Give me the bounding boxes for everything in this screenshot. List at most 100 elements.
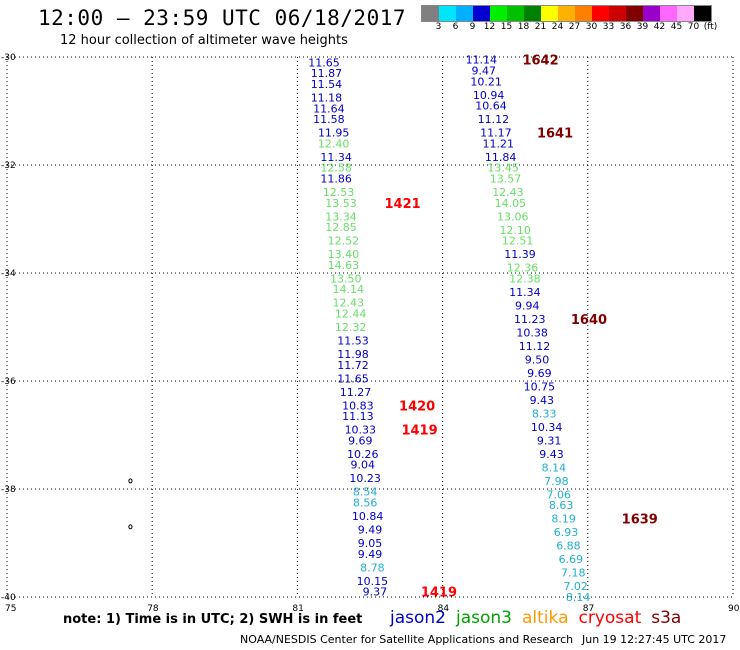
legend-label: 42 [653, 22, 666, 32]
swh-value: 11.86 [320, 173, 352, 186]
swh-value: 11.65 [337, 372, 369, 385]
swh-value: 11.34 [320, 151, 352, 164]
satellite-legend-s3a: s3a [651, 608, 682, 628]
pass-label: 1640 [571, 313, 607, 328]
swh-value: 10.23 [349, 472, 381, 485]
y-tick-label: -40 [1, 593, 16, 603]
swh-value: 12.38 [509, 272, 541, 285]
swh-value: 10.33 [345, 424, 377, 437]
swh-value: 10.34 [531, 421, 563, 434]
island-marks [128, 478, 133, 530]
swh-value: 11.13 [342, 410, 374, 423]
swh-value: 8.63 [549, 499, 574, 512]
swh-value: 12.58 [320, 162, 352, 175]
swh-value: 10.26 [347, 448, 379, 461]
legend-label: 12 [483, 22, 496, 32]
color-scale-labels: 3 6 9 12 15 18 21 24 27 30 33 36 39 42 45 70 (ft) [421, 22, 740, 34]
legend-swatch [473, 6, 490, 21]
satellite-legend: jason2 jason3 altika cryosat s3a [390, 608, 691, 628]
legend-label: 45 [670, 22, 683, 32]
swh-value: 8.14 [566, 591, 591, 604]
map-subtitle: 12 hour collection of altimeter wave hei… [60, 33, 348, 48]
swh-value: 11.17 [480, 127, 512, 140]
swh-value: 6.88 [556, 540, 581, 553]
y-tick-label: -36 [1, 377, 16, 387]
swh-value: 10.15 [357, 575, 389, 588]
swh-value: 13.45 [487, 162, 519, 175]
swh-value: 11.12 [478, 113, 510, 126]
legend-label: 6 [452, 22, 459, 32]
legend-label: 27 [568, 22, 581, 32]
swh-value: 10.38 [516, 326, 548, 339]
swh-value: 12.44 [335, 308, 367, 321]
swh-value: 13.50 [330, 272, 362, 285]
x-tick-label: 90 [728, 604, 740, 614]
swh-value: 12.43 [492, 186, 524, 199]
legend-swatch [490, 6, 507, 21]
swh-value: 12.10 [499, 224, 531, 237]
swh-value: 6.69 [559, 553, 584, 566]
swh-value: 12.52 [328, 235, 360, 248]
swh-value: 9.47 [471, 65, 496, 78]
swh-value: 13.53 [325, 197, 357, 210]
swh-value: 8.14 [542, 461, 567, 474]
swh-value: 11.23 [514, 313, 546, 326]
legend-swatch [660, 6, 677, 21]
swh-value: 8.78 [360, 561, 385, 574]
swh-value: 13.34 [325, 210, 357, 223]
swh-value: 8.19 [551, 513, 576, 526]
swh-value: 11.64 [313, 102, 345, 115]
swh-value: 9.49 [358, 524, 383, 537]
pass-label: 1420 [399, 399, 435, 414]
legend-swatch [507, 6, 524, 21]
swh-value: 11.34 [509, 286, 541, 299]
legend-swatch [524, 6, 541, 21]
pass-label: 1639 [622, 513, 658, 528]
legend-label: 3 [435, 22, 442, 32]
swh-value: 11.58 [313, 113, 345, 126]
swh-value: 12.53 [323, 186, 355, 199]
swh-value: 11.53 [337, 335, 369, 348]
swh-value: 7.18 [561, 567, 586, 580]
swh-value: 12.36 [507, 262, 539, 275]
swh-value: 7.98 [544, 475, 569, 488]
legend-label: 36 [619, 22, 632, 32]
swh-value: 11.14 [466, 54, 498, 67]
swh-value: 14.63 [328, 259, 360, 272]
swh-value: 9.43 [530, 394, 555, 407]
swh-value: 11.84 [485, 151, 517, 164]
legend-swatch [575, 6, 592, 21]
x-tick-label: 75 [5, 604, 16, 614]
legend-label: 15 [500, 22, 513, 32]
swh-value: 11.18 [311, 92, 343, 105]
swh-value: 13.57 [490, 173, 522, 186]
swh-value: 7.02 [563, 580, 588, 593]
swh-value: 7.06 [547, 488, 572, 501]
legend-label: (ft) [703, 22, 718, 32]
swh-value: 8.56 [353, 497, 378, 510]
swh-value: 12.32 [335, 321, 367, 334]
island-mark [128, 478, 133, 484]
island-mark [128, 524, 133, 530]
legend-swatch [439, 6, 456, 21]
swh-value: 10.94 [473, 89, 505, 102]
swh-value: 12.43 [332, 297, 364, 310]
y-tick-label: -38 [1, 485, 16, 495]
legend-label: 9 [469, 22, 476, 32]
legend-swatch [609, 6, 626, 21]
pass-label: 1419 [401, 424, 437, 439]
swh-value: 9.37 [363, 586, 388, 599]
swh-value: 11.65 [308, 56, 340, 69]
footer-note: note: 1) Time is in UTC; 2) SWH is in fe… [63, 612, 363, 627]
legend-label: 21 [534, 22, 547, 32]
swh-value: 10.75 [524, 380, 556, 393]
legend-label: 24 [551, 22, 564, 32]
swh-value: 9.43 [539, 448, 564, 461]
swh-value: 11.54 [311, 78, 343, 91]
swh-observations: 11.6511.8711.5411.1811.6411.5811.9512.40… [308, 54, 590, 604]
swh-value: 11.95 [318, 127, 350, 140]
swh-value: 8.33 [532, 407, 557, 420]
pass-labels: 1642 1641 1421 1640 1420 1419 1639 1419 [385, 54, 658, 601]
axis-ticks: 75 78 81 84 87 90 -30 -32 -34 -36 -38 -40 [1, 53, 740, 614]
swh-value: 12.51 [502, 235, 534, 248]
